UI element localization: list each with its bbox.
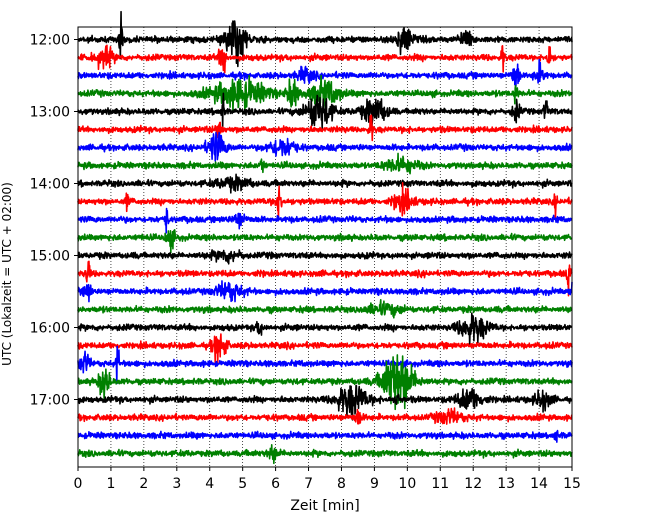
x-tick-label: 7 [304,476,313,492]
trace-12:45 [77,74,573,113]
y-tick-label: 17:00 [30,393,70,409]
trace-15:30 [77,280,573,303]
plot-frame [77,26,573,468]
trace-12:00 [77,10,573,68]
y-tick-label: 13:00 [30,105,70,121]
x-tick-label: 10 [398,476,416,492]
trace-16:30 [77,345,573,385]
trace-15:00 [77,249,573,265]
trace-14:00 [77,173,573,194]
x-tick-label: 12 [464,476,482,492]
trace-15:45 [77,299,573,319]
trace-13:45 [77,152,573,175]
trace-17:15 [77,407,573,425]
x-tick-label: 11 [431,476,449,492]
y-axis-ticks: 12:00 13:00 14:00 15:00 16:00 17:00 [30,33,78,409]
x-tick-label: 14 [530,476,548,492]
trace-14:15 [77,182,573,221]
trace-12:15 [77,44,573,74]
y-tick-label: 16:00 [30,321,70,337]
y-tick-label: 12:00 [30,33,70,49]
trace-12:30 [77,58,573,88]
trace-16:15 [77,333,573,365]
y-tick-label: 14:00 [30,177,70,193]
trace-14:45 [77,229,573,254]
x-tick-label: 5 [238,476,247,492]
trace-13:30 [77,131,573,162]
x-tick-label: 13 [497,476,515,492]
trace-16:00 [77,312,573,346]
trace-16:45 [77,354,573,411]
y-axis-label: UTC (Lokalzeit = UTC + 02:00) [0,182,14,366]
x-tick-label: 9 [370,476,379,492]
x-tick-label: 2 [139,476,148,492]
trace-14:30 [77,207,573,234]
trace-17:00 [77,384,573,421]
trace-13:15 [77,114,573,142]
x-tick-label: 4 [205,476,214,492]
x-axis-label: Zeit [min] [290,498,359,514]
x-tick-label: 15 [563,476,581,492]
seismogram-traces [77,10,573,465]
trace-15:15 [77,260,573,297]
y-tick-label: 15:00 [30,249,70,265]
x-tick-label: 8 [337,476,346,492]
trace-17:45 [77,444,573,465]
x-tick-label: 1 [106,476,115,492]
trace-13:00 [77,92,573,130]
x-tick-label: 0 [74,476,83,492]
x-axis-ticks: 0 1 2 3 4 5 6 7 8 9 10 11 12 13 14 15 [74,467,581,492]
x-tick-label: 3 [172,476,181,492]
x-tick-label: 6 [271,476,280,492]
trace-17:30 [77,429,573,443]
